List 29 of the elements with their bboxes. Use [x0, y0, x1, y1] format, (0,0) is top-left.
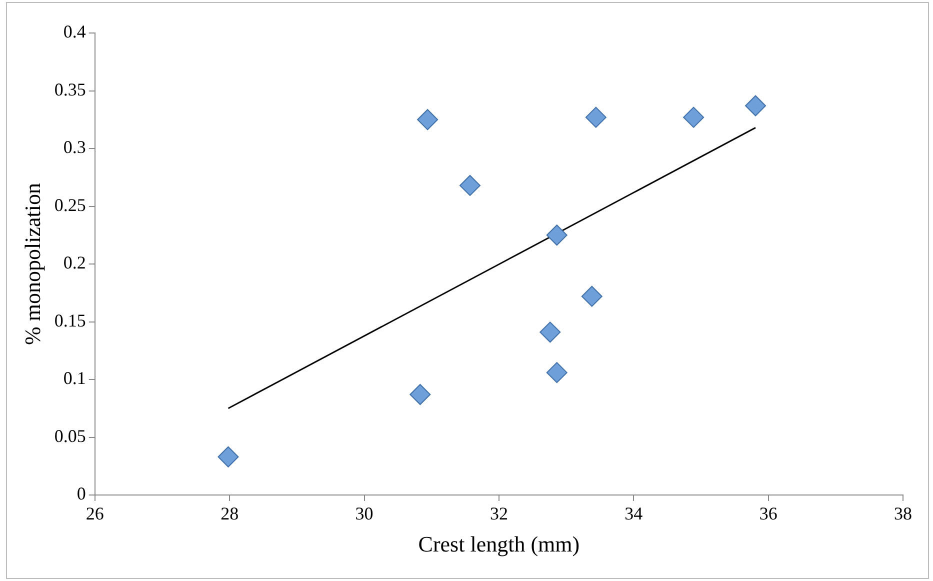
point — [546, 362, 568, 384]
point — [745, 95, 766, 116]
point — [417, 109, 438, 130]
x-tick-label: 38 — [894, 504, 912, 524]
y-tick-label: 0 — [76, 484, 86, 504]
x-tick-label: 28 — [220, 504, 239, 524]
x-axis-title: Crest length (mm) — [418, 532, 580, 557]
point — [218, 446, 239, 468]
y-tick-label: 0.1 — [63, 368, 86, 388]
y-axis-title: % monopolization — [20, 183, 45, 345]
x-tick-label: 32 — [490, 504, 508, 524]
y-tick-label: 0.15 — [54, 310, 86, 330]
point — [546, 224, 568, 246]
y-tick-label: 0.2 — [63, 252, 86, 273]
point — [459, 174, 480, 196]
point — [581, 286, 602, 307]
x-tick-label: 36 — [759, 504, 778, 524]
x-tick-label: 26 — [86, 504, 104, 524]
y-tick-label: 0.3 — [63, 137, 86, 158]
point — [540, 322, 561, 343]
y-tick-label: 0.35 — [54, 79, 86, 100]
point — [683, 106, 704, 128]
point — [585, 106, 606, 128]
point — [410, 384, 431, 406]
y-tick-label: 0.4 — [63, 22, 86, 42]
y-tick-label: 0.25 — [54, 194, 86, 215]
y-tick-label: 0.05 — [54, 426, 86, 446]
x-tick-label: 30 — [355, 504, 374, 524]
x-tick-label: 34 — [624, 504, 643, 524]
